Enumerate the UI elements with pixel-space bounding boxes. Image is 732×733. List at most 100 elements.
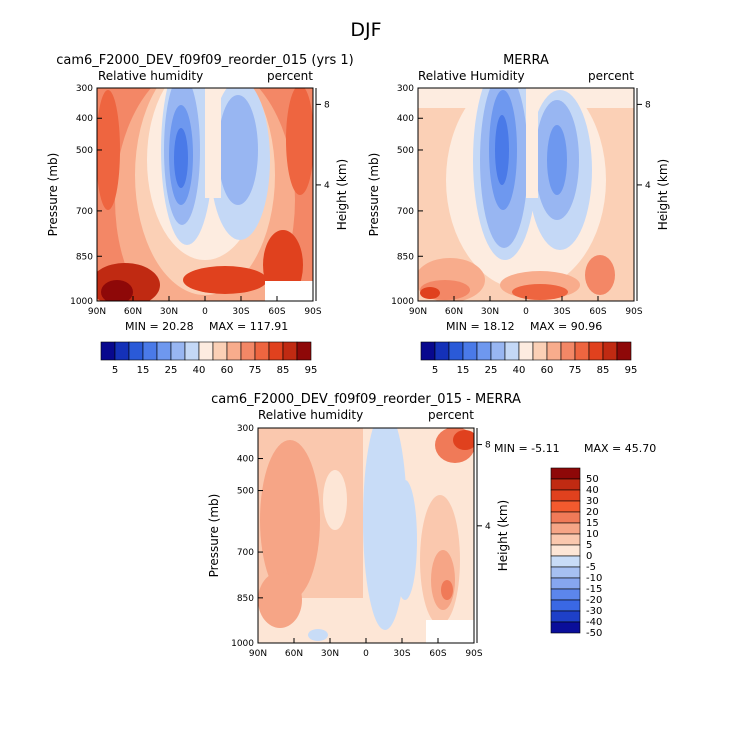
- colorbar-box: [550, 544, 581, 557]
- colorbar-box: [560, 341, 576, 361]
- contour-field: [97, 88, 313, 301]
- colorbar-label: 15: [586, 518, 599, 529]
- y-tick-label: 700: [76, 207, 93, 217]
- x-tick-label: 90N: [249, 649, 267, 659]
- colorbar-label: 15: [457, 365, 470, 376]
- x-tick-label: 60S: [429, 649, 446, 659]
- colorbar-label: 75: [569, 365, 582, 376]
- panel-title: MERRA: [503, 53, 549, 68]
- colorbar-box: [550, 566, 581, 579]
- colorbar-label: 10: [586, 529, 599, 540]
- max-label: MAX = 45.70: [584, 442, 656, 455]
- contour-field: [418, 88, 634, 301]
- colorbar-box: [114, 341, 130, 361]
- colorbar-label: 5: [112, 365, 118, 376]
- unit-label: percent: [588, 69, 634, 83]
- y-tick-label: 400: [237, 455, 254, 465]
- x-tick-label: 0: [363, 649, 369, 659]
- colorbar-box: [574, 341, 590, 361]
- colorbar-label: 40: [513, 365, 526, 376]
- panel-merra: MERRA Relative Humidity percent: [417, 53, 635, 302]
- unit-label: percent: [428, 408, 474, 422]
- colorbar-box: [550, 577, 581, 590]
- field-label: Relative humidity: [98, 69, 203, 83]
- colorbar-box: [198, 341, 214, 361]
- x-tick-label: 90S: [465, 649, 482, 659]
- y-tick-label: 700: [237, 548, 254, 558]
- x-tick-label: 60S: [589, 307, 606, 317]
- y-axis-title: Pressure (mb): [207, 494, 221, 578]
- colorbar-label: 30: [586, 496, 599, 507]
- y-axis-title: Pressure (mb): [367, 153, 381, 237]
- right-tick-label: 8: [645, 100, 651, 110]
- colorbar-box: [434, 341, 450, 361]
- dynamic-axes: 90N 60N 30N 0 30S 60S 90S300400500700850100084…: [46, 84, 670, 659]
- colorbar-label: 25: [485, 365, 498, 376]
- colorbar-label: 85: [597, 365, 610, 376]
- colorbar-label: 40: [586, 485, 599, 496]
- x-tick-label: 0: [202, 307, 208, 317]
- colorbar-box: [550, 610, 581, 623]
- colorbar-label: 5: [432, 365, 438, 376]
- colorbar-box: [532, 341, 548, 361]
- colorbar-box: [550, 467, 581, 480]
- x-tick-label: 60N: [285, 649, 303, 659]
- x-tick-label: 60N: [445, 307, 463, 317]
- y-tick-label: 400: [397, 114, 414, 124]
- colorbar-label: -20: [586, 595, 602, 606]
- max-label: MAX = 117.91: [209, 320, 288, 333]
- colorbar-label: 75: [249, 365, 262, 376]
- colorbar-box: [462, 341, 478, 361]
- colorbar-box: [142, 341, 158, 361]
- x-tick-label: 60N: [124, 307, 142, 317]
- colorbar-box: [616, 341, 632, 361]
- colorbar-box: [100, 341, 116, 361]
- colorbar-box: [550, 621, 581, 634]
- y-tick-label: 400: [76, 114, 93, 124]
- contour-field: [258, 428, 474, 643]
- x-tick-label: 90S: [625, 307, 642, 317]
- colorbar-box: [518, 341, 534, 361]
- x-tick-label: 60S: [268, 307, 285, 317]
- right-axis-title: Height (km): [496, 500, 510, 571]
- colorbar-label: 95: [625, 365, 638, 376]
- colorbar-label: 50: [586, 474, 599, 485]
- y-tick-label: 700: [397, 207, 414, 217]
- x-tick-label: 30N: [160, 307, 178, 317]
- colorbar-box: [546, 341, 562, 361]
- x-tick-label: 30S: [553, 307, 570, 317]
- x-tick-label: 30N: [481, 307, 499, 317]
- y-tick-label: 300: [397, 84, 414, 94]
- colorbar-label: -10: [586, 573, 602, 584]
- colorbar-box: [550, 588, 581, 601]
- colorbar-label: 40: [193, 365, 206, 376]
- min-label: MIN = -5.11: [494, 442, 560, 455]
- colorbar-label: -30: [586, 606, 602, 617]
- unit-label: percent: [267, 69, 313, 83]
- y-tick-label: 500: [76, 146, 93, 156]
- y-tick-label: 1000: [391, 297, 414, 307]
- colorbar-box: [476, 341, 492, 361]
- field-label: Relative Humidity: [418, 69, 525, 83]
- y-axis-title: Pressure (mb): [46, 153, 60, 237]
- max-label: MAX = 90.96: [530, 320, 602, 333]
- y-tick-label: 850: [397, 252, 414, 262]
- y-tick-label: 300: [76, 84, 93, 94]
- colorbar-box: [254, 341, 270, 361]
- colorbar-box: [268, 341, 284, 361]
- x-tick-label: 30S: [393, 649, 410, 659]
- colorbar-box: [128, 341, 144, 361]
- colorbar-box: [170, 341, 186, 361]
- colorbar-box: [240, 341, 256, 361]
- colorbar-box: [420, 341, 436, 361]
- colorbar-label: 5: [586, 540, 592, 551]
- colorbar-box: [588, 341, 604, 361]
- right-tick-label: 4: [324, 181, 330, 191]
- y-tick-label: 500: [397, 146, 414, 156]
- colorbar-label: 0: [586, 551, 592, 562]
- panel-difference: cam6_F2000_DEV_f09f09_reorder_015 - MERR…: [211, 392, 656, 644]
- colorbar-box: [550, 478, 581, 491]
- field-label: Relative humidity: [258, 408, 363, 422]
- colorbar-box: [212, 341, 228, 361]
